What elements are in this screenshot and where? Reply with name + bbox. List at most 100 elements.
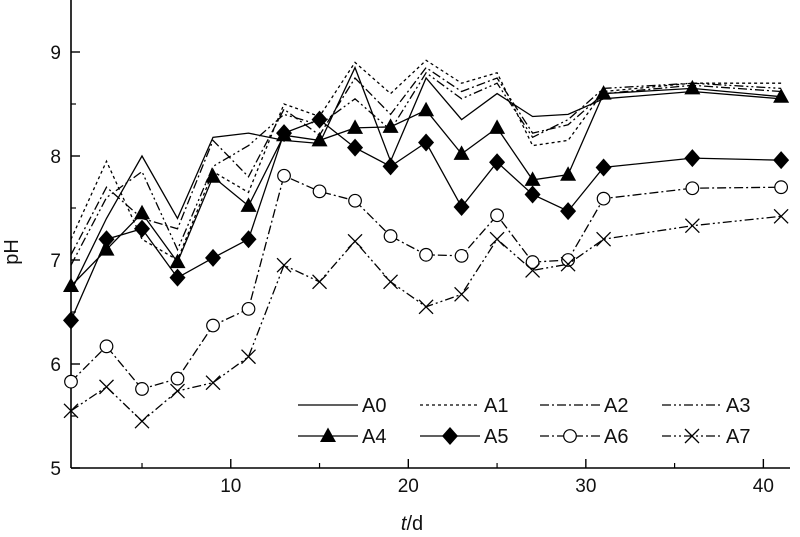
- data-point-a7: [418, 299, 434, 315]
- data-point-a7: [684, 218, 700, 234]
- data-point-a6: [170, 371, 185, 386]
- data-point-a7: [560, 256, 576, 272]
- data-point-a5: [311, 110, 328, 129]
- legend-label: A3: [726, 395, 750, 417]
- data-point-a4: [169, 253, 186, 269]
- data-point-a6: [596, 191, 611, 206]
- data-point-a5: [134, 219, 151, 238]
- data-point-a4: [63, 277, 79, 292]
- legend-item-a7: A7: [662, 426, 750, 448]
- legend-marker: [442, 427, 458, 445]
- data-point-a7: [383, 274, 399, 290]
- data-point-a5: [169, 268, 186, 287]
- data-point-a6: [383, 229, 398, 243]
- data-point-a6: [685, 181, 700, 196]
- data-point-a5: [347, 138, 364, 157]
- data-point-a7: [134, 413, 150, 429]
- x-axis-title: t/d: [401, 513, 423, 535]
- data-point-a7: [489, 231, 505, 247]
- legend-label: A4: [362, 426, 386, 448]
- data-point-a4: [347, 119, 364, 134]
- x-tick-label: 10: [220, 476, 241, 497]
- data-point-a7: [525, 262, 541, 278]
- y-tick-label: 9: [50, 43, 61, 64]
- x-axis-title-variable: t: [401, 513, 408, 535]
- data-point-a5: [560, 202, 577, 221]
- data-point-a5: [205, 248, 222, 267]
- data-point-a4: [418, 101, 435, 117]
- data-point-a6: [135, 382, 149, 396]
- data-point-a4: [311, 131, 328, 147]
- data-point-a4: [595, 85, 612, 100]
- data-point-a5: [773, 151, 790, 170]
- data-point-a7: [241, 349, 256, 365]
- data-point-a4: [560, 166, 577, 181]
- data-point-a4: [98, 241, 115, 256]
- data-point-a6: [277, 168, 291, 183]
- y-axis-title: pH: [1, 239, 23, 265]
- data-point-a4: [489, 119, 506, 134]
- y-tick-label: 8: [50, 147, 61, 168]
- data-point-a6: [419, 247, 433, 262]
- data-point-a7: [205, 375, 221, 391]
- legend-item-a6: A6: [540, 426, 628, 448]
- data-point-a6: [525, 255, 540, 269]
- legend-item-a1: A1: [420, 395, 508, 417]
- series-a3: [70, 71, 782, 266]
- legend-item-a4: A4: [298, 426, 386, 448]
- x-tick-label: 20: [398, 476, 419, 497]
- data-point-a5: [595, 158, 612, 177]
- legend-label: A5: [484, 426, 508, 448]
- data-point-a7: [454, 286, 470, 302]
- series-a6: [64, 168, 789, 396]
- y-tick-label: 7: [50, 251, 61, 272]
- data-point-a7: [312, 274, 328, 290]
- data-point-a5: [382, 157, 399, 176]
- legend-item-a0: A0: [298, 395, 386, 417]
- data-point-a7: [773, 208, 789, 224]
- legend-label: A7: [726, 426, 750, 448]
- y-tick-label: 6: [50, 355, 61, 376]
- series-line-a4: [70, 87, 782, 287]
- axes: 5 6 7 8 9 10 20 30 40: [50, 0, 790, 497]
- data-point-a4: [240, 197, 257, 212]
- data-point-a5: [489, 153, 506, 172]
- series-a7: [63, 208, 789, 429]
- data-point-a7: [170, 383, 185, 399]
- legend-label: A0: [362, 395, 386, 417]
- data-point-a5: [524, 185, 541, 204]
- data-point-a5: [684, 149, 701, 168]
- data-point-a7: [99, 379, 114, 395]
- data-point-a5: [63, 311, 79, 330]
- data-point-a7: [276, 257, 292, 273]
- data-point-a6: [348, 193, 362, 208]
- legend-label: A6: [604, 426, 628, 448]
- data-point-a5: [240, 230, 257, 249]
- legend-label: A2: [604, 395, 628, 417]
- legend-item-a3: A3: [662, 395, 750, 417]
- data-point-a4: [773, 88, 790, 103]
- series-a2: [70, 66, 782, 256]
- data-point-a6: [312, 184, 327, 199]
- data-point-a5: [276, 124, 293, 143]
- legend-marker: [563, 429, 577, 443]
- data-point-a6: [99, 339, 114, 354]
- data-point-a6: [206, 318, 220, 333]
- x-tick-label: 40: [753, 476, 774, 497]
- legend: A0 A1 A2 A3 A4 A5 A6 A7: [298, 395, 750, 448]
- data-point-a4: [524, 171, 541, 186]
- data-point-a7: [596, 231, 612, 247]
- x-tick-label: 30: [575, 476, 596, 497]
- data-point-a4: [134, 204, 151, 220]
- data-point-a6: [241, 301, 256, 316]
- series-a1: [70, 59, 782, 261]
- series-line-a3: [70, 71, 782, 266]
- data-point-a4: [684, 79, 701, 95]
- data-point-a4: [205, 168, 222, 183]
- data-point-a6: [64, 374, 78, 389]
- data-point-a5: [418, 133, 435, 152]
- series-a5: [63, 110, 790, 330]
- series-line-a1: [70, 59, 782, 261]
